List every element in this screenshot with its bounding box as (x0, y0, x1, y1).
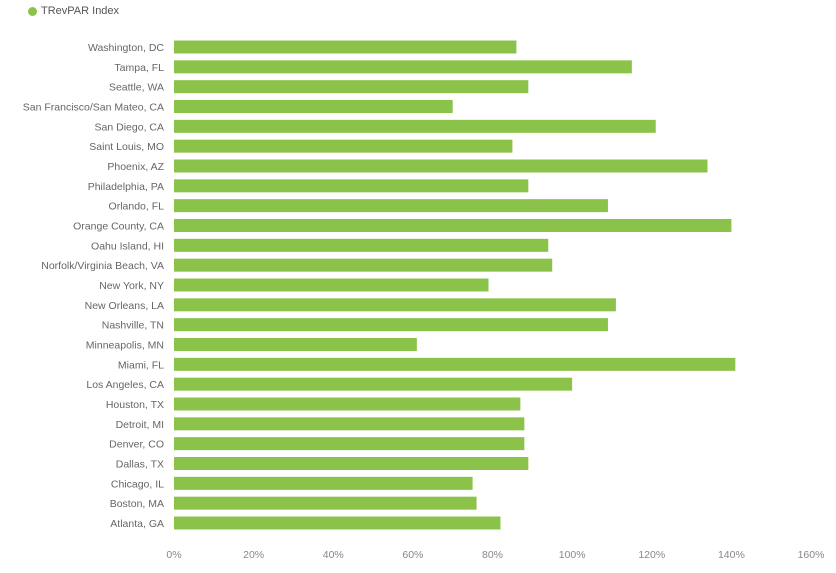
category-label: Washington, DC (88, 42, 164, 54)
x-tick-label: 0% (166, 549, 181, 561)
category-label: Chicago, IL (111, 478, 164, 490)
category-label: Orlando, FL (109, 201, 165, 213)
category-label: San Francisco/San Mateo, CA (23, 102, 164, 114)
category-label: Boston, MA (110, 498, 164, 510)
x-tick-label: 100% (559, 549, 586, 561)
category-label: Saint Louis, MO (89, 141, 164, 153)
bar[interactable] (174, 179, 529, 193)
bar[interactable] (174, 139, 513, 153)
bar[interactable] (174, 397, 521, 411)
bar[interactable] (174, 238, 549, 252)
bar[interactable] (174, 100, 453, 113)
bar[interactable] (174, 377, 573, 391)
x-tick-label: 80% (482, 549, 503, 561)
bar[interactable] (174, 357, 736, 371)
category-label: Tampa, FL (114, 62, 164, 74)
bar[interactable] (174, 417, 525, 431)
category-label: Orange County, CA (73, 221, 164, 233)
bar[interactable] (174, 457, 529, 470)
legend-swatch (28, 6, 37, 16)
bar[interactable] (174, 516, 501, 530)
category-label: New York, NY (99, 280, 164, 292)
bar[interactable] (174, 258, 553, 272)
category-label: Minneapolis, MN (86, 340, 164, 352)
category-label: Los Angeles, CA (86, 379, 164, 391)
bar[interactable] (174, 80, 529, 94)
x-tick-label: 40% (323, 549, 344, 561)
bar[interactable] (174, 119, 656, 133)
category-label: Nashville, TN (102, 320, 164, 332)
bar[interactable] (174, 318, 608, 332)
category-label: Philadelphia, PA (88, 181, 164, 193)
category-label: Detroit, MI (116, 419, 164, 431)
x-tick-label: 140% (718, 549, 745, 561)
bar[interactable] (174, 199, 608, 213)
bar[interactable] (174, 437, 525, 451)
category-label: Houston, TX (106, 399, 164, 411)
bar[interactable] (174, 219, 732, 232)
bar[interactable] (174, 278, 489, 292)
x-tick-label: 20% (243, 549, 264, 561)
category-label: Dallas, TX (116, 459, 164, 471)
bar[interactable] (174, 40, 517, 54)
bar[interactable] (174, 496, 477, 510)
bar[interactable] (174, 476, 473, 490)
category-label: Phoenix, AZ (107, 161, 164, 173)
category-label: Atlanta, GA (110, 518, 164, 530)
category-label: San Diego, CA (95, 121, 164, 133)
category-label: Denver, CO (109, 439, 164, 451)
category-label: Oahu Island, HI (91, 240, 164, 252)
legend: TRevPAR Index (28, 5, 119, 17)
bar[interactable] (174, 338, 417, 351)
category-label: New Orleans, LA (85, 300, 164, 312)
x-tick-label: 120% (638, 549, 665, 561)
category-label: Miami, FL (118, 359, 164, 371)
x-tick-label: 160% (798, 549, 825, 561)
bar[interactable] (174, 60, 632, 74)
bar[interactable] (174, 298, 616, 312)
legend-label: TRevPAR Index (41, 5, 120, 17)
category-label: Seattle, WA (109, 82, 164, 94)
bar[interactable] (174, 159, 708, 173)
category-label: Norfolk/Virginia Beach, VA (41, 260, 164, 272)
x-tick-label: 60% (402, 549, 423, 561)
